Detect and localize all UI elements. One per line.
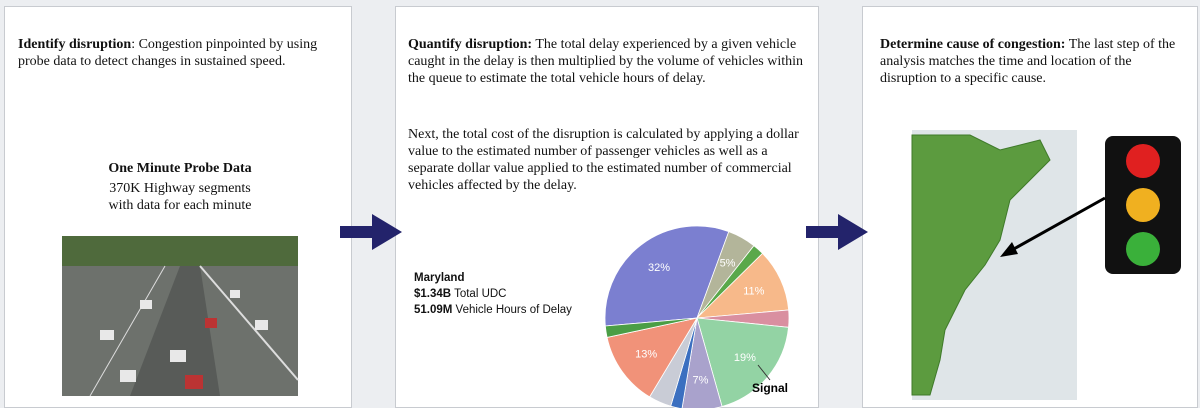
cost: $1.34B <box>414 288 451 300</box>
slice-label: 11% <box>743 286 764 298</box>
cost-line: $1.34B Total UDC <box>414 286 604 302</box>
subtext: 370K Highway segments with data for each… <box>100 180 260 214</box>
slice-label: 32% <box>648 262 670 274</box>
hours-line: 51.09M Vehicle Hours of Delay <box>414 302 604 318</box>
summary: Maryland $1.34B Total UDC 51.09M Vehicle… <box>414 270 604 318</box>
hours: 51.09M <box>414 304 452 316</box>
lead: Identify disruption <box>18 37 131 52</box>
slice-label: 7% <box>693 374 709 386</box>
slice-label: 13% <box>635 348 657 360</box>
page: 32% 5% 11% 19% 7% 13% Signal Identify disrupti… <box>0 0 1200 408</box>
cost-label: Total UDC <box>451 288 506 300</box>
pie-chart: 32% 5% 11% 19% 7% 13% Signal <box>605 226 789 408</box>
lead: Quantify disruption: <box>408 37 532 52</box>
lead: Determine cause of congestion: <box>880 37 1065 52</box>
subhead: One Minute Probe Data <box>95 160 265 177</box>
highway-photo <box>62 236 298 396</box>
state: Maryland <box>414 270 604 286</box>
traffic-light <box>1105 136 1181 274</box>
arrow <box>340 214 402 250</box>
panel-text: Quantify disruption: The total delay exp… <box>408 36 810 87</box>
slice-label: 19% <box>734 352 756 364</box>
panel-text: Identify disruption: Congestion pinpoint… <box>18 36 338 70</box>
slice-label: 5% <box>720 257 736 269</box>
annotation: Signal <box>752 381 788 395</box>
panel-text: Determine cause of congestion: The last … <box>880 36 1190 87</box>
map <box>912 130 1077 400</box>
hours-label: Vehicle Hours of Delay <box>452 304 572 316</box>
arrow <box>806 214 868 250</box>
paragraph: Next, the total cost of the disruption i… <box>408 126 803 194</box>
